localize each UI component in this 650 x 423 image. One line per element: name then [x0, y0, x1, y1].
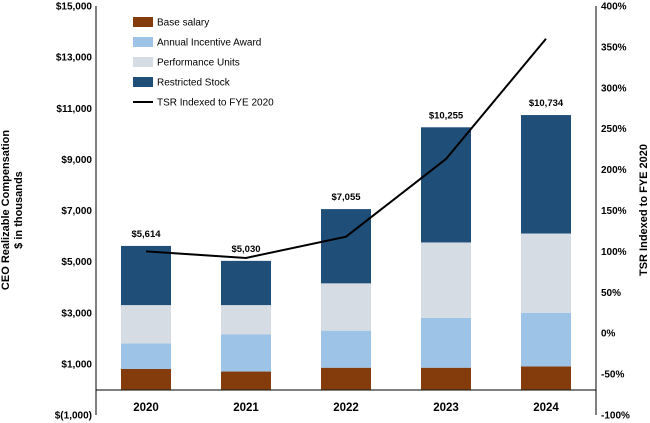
tsr-line — [145, 38, 547, 259]
axes-group — [95, 6, 597, 415]
right-tick-label: 300% — [601, 83, 627, 94]
left-tick-label: $1,000 — [61, 359, 92, 370]
category-label: 2024 — [533, 402, 559, 414]
category-labels: 2020 2021 2022 2023 2024 — [133, 402, 559, 414]
left-tick-label: $7,000 — [61, 206, 92, 217]
category-label: 2020 — [133, 402, 159, 414]
bar-annual-incentive-award-2024 — [521, 312, 571, 367]
bar-base-salary-2020 — [121, 368, 171, 390]
right-tick-label: 400% — [601, 2, 627, 13]
left-axis-title-line1: CEO Realizable Compensation — [0, 130, 12, 290]
total-label: $7,055 — [331, 192, 361, 203]
legend-swatch — [133, 17, 153, 27]
bar-annual-incentive-award-2023 — [421, 317, 471, 368]
right-tick-label: 0% — [601, 329, 616, 340]
left-tick-label: $9,000 — [61, 155, 92, 166]
left-tick-labels: $(1,000) $1,000 $3,000 $5,000 $7,000 $9,000 $1… — [55, 2, 93, 422]
bar-performance-units-2022 — [321, 283, 371, 331]
left-tick-label: $3,000 — [61, 308, 92, 319]
bar-performance-units-2023 — [421, 242, 471, 318]
total-labels: $5,614 $5,030 $7,055 $10,255 $10,734 — [131, 98, 563, 255]
bar-performance-units-2024 — [521, 233, 571, 313]
total-label: $5,614 — [131, 229, 161, 240]
bar-restricted-stock-2021 — [221, 260, 271, 306]
bar-restricted-stock-2024 — [521, 115, 571, 234]
bar-performance-units-2020 — [121, 305, 171, 344]
left-tick-label: $11,000 — [56, 104, 92, 115]
legend-swatch — [133, 77, 153, 87]
category-label: 2021 — [233, 402, 259, 414]
total-label: $5,030 — [231, 244, 260, 255]
left-axis-title-line2: $ in thousands — [13, 171, 25, 249]
category-label: 2023 — [433, 402, 459, 414]
right-tick-label: 250% — [601, 124, 627, 135]
total-label: $10,734 — [529, 98, 564, 109]
bars-group — [121, 115, 571, 390]
legend-label: Base salary — [157, 18, 209, 29]
right-tick-label: 100% — [601, 247, 627, 258]
bar-restricted-stock-2023 — [421, 127, 471, 243]
legend-swatch — [133, 57, 153, 67]
left-tick-label: $13,000 — [56, 53, 93, 64]
right-axis-title: TSR Indexed to FYE 2020 — [638, 144, 650, 276]
bar-annual-incentive-award-2022 — [321, 330, 371, 368]
legend: Base salary Annual Incentive Award Perform… — [133, 17, 274, 109]
bar-restricted-stock-2020 — [121, 245, 171, 306]
left-tick-label: $(1,000) — [55, 411, 92, 422]
right-tick-label: 350% — [601, 42, 627, 53]
right-tick-label: -100% — [601, 411, 630, 422]
bar-base-salary-2021 — [221, 371, 271, 390]
left-tick-label: $5,000 — [61, 257, 92, 268]
right-tick-label: 150% — [601, 206, 627, 217]
bar-annual-incentive-award-2020 — [121, 343, 171, 369]
legend-label: Annual Incentive Award — [157, 38, 261, 49]
right-tick-label: -50% — [601, 370, 624, 381]
bar-restricted-stock-2022 — [321, 209, 371, 284]
legend-label: TSR Indexed to FYE 2020 — [157, 98, 274, 109]
left-tick-label: $15,000 — [56, 2, 93, 13]
legend-label: Restricted Stock — [157, 78, 231, 89]
right-tick-labels: -100% -50% 0% 50% 100% 150% 200% 250% 300% 350% 40… — [601, 2, 630, 422]
legend-label: Performance Units — [157, 58, 240, 69]
tsr-line-group — [145, 38, 547, 259]
bar-performance-units-2021 — [221, 305, 271, 335]
right-tick-label: 50% — [601, 288, 621, 299]
bar-base-salary-2024 — [521, 366, 571, 390]
bar-annual-incentive-award-2021 — [221, 334, 271, 372]
bar-base-salary-2022 — [321, 367, 371, 390]
legend-swatch — [133, 37, 153, 47]
category-label: 2022 — [333, 402, 359, 414]
total-label: $10,255 — [429, 110, 464, 121]
bar-base-salary-2023 — [421, 367, 471, 390]
right-tick-label: 200% — [601, 165, 627, 176]
